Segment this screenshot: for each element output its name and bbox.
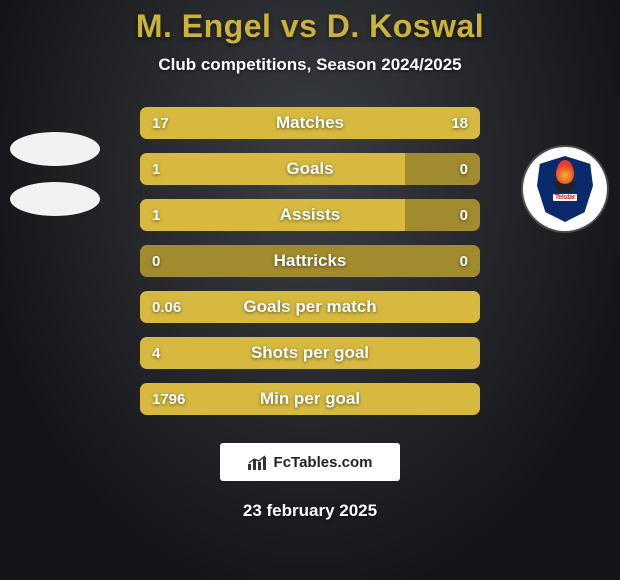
stat-row: 0Hattricks0 xyxy=(140,245,480,277)
stat-value-right xyxy=(456,291,480,323)
page-title: M. Engel vs D. Koswal xyxy=(136,8,484,45)
stat-label: Goals per match xyxy=(140,291,480,323)
stat-value-right xyxy=(456,337,480,369)
stat-value-right: 0 xyxy=(448,245,480,277)
player-right-badge: Telstar xyxy=(520,147,610,231)
stat-value-right: 0 xyxy=(448,153,480,185)
stat-value-right xyxy=(456,383,480,415)
stat-row: 1Assists0 xyxy=(140,199,480,231)
stat-row: 1Goals0 xyxy=(140,153,480,185)
stat-row: 1796Min per goal xyxy=(140,383,480,415)
stat-label: Matches xyxy=(140,107,480,139)
stat-value-right: 18 xyxy=(439,107,480,139)
stat-value-right: 0 xyxy=(448,199,480,231)
chart-icon xyxy=(248,454,268,470)
page-subtitle: Club competitions, Season 2024/2025 xyxy=(158,55,461,75)
stat-row: 17Matches18 xyxy=(140,107,480,139)
stats-area: Telstar 17Matches181Goals01Assists00Hatt… xyxy=(0,107,620,415)
footer-logo-text: FcTables.com xyxy=(274,454,373,471)
stat-label: Hattricks xyxy=(140,245,480,277)
stat-label: Goals xyxy=(140,153,480,185)
telstar-shield-icon: Telstar xyxy=(537,156,593,222)
content-root: M. Engel vs D. Koswal Club competitions,… xyxy=(0,0,620,580)
footer-logo[interactable]: FcTables.com xyxy=(220,443,400,481)
placeholder-ellipse-icon xyxy=(10,182,100,216)
player-left-badge-2 xyxy=(10,157,100,241)
stat-label: Min per goal xyxy=(140,383,480,415)
stat-label: Assists xyxy=(140,199,480,231)
telstar-label: Telstar xyxy=(553,194,577,201)
telstar-club-badge: Telstar xyxy=(523,147,607,231)
stat-row: 0.06Goals per match xyxy=(140,291,480,323)
flame-icon xyxy=(556,160,574,184)
footer-date: 23 february 2025 xyxy=(243,501,377,521)
stat-label: Shots per goal xyxy=(140,337,480,369)
stat-row: 4Shots per goal xyxy=(140,337,480,369)
stats-rows: 17Matches181Goals01Assists00Hattricks00.… xyxy=(140,107,480,415)
